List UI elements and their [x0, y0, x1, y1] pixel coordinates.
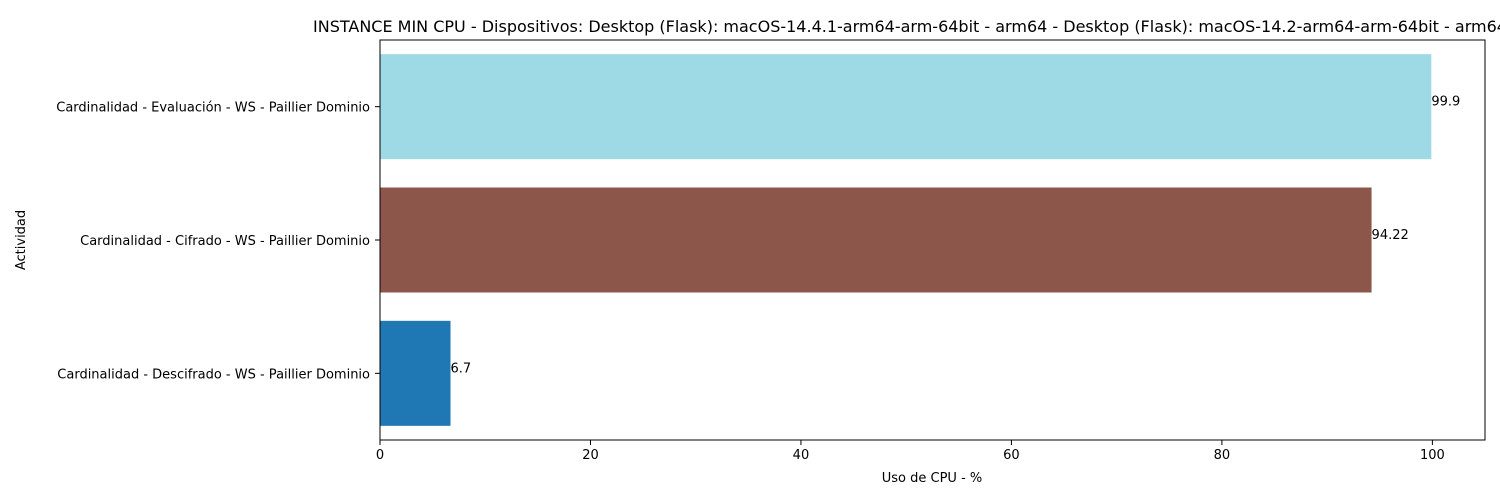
- y-axis: Cardinalidad - Descifrado - WS - Paillie…: [56, 101, 380, 382]
- x-tick-label: 40: [793, 448, 810, 463]
- bar-value-label: 94.22: [1372, 228, 1409, 243]
- x-axis-label: Uso de CPU - %: [882, 471, 983, 486]
- x-tick-label: 60: [1003, 448, 1020, 463]
- x-tick-label: 0: [376, 448, 384, 463]
- x-axis: 0 20 40 60 80 100: [376, 440, 1445, 463]
- y-tick-label: Cardinalidad - Cifrado - WS - Paillier D…: [80, 234, 370, 249]
- y-tick-label: Cardinalidad - Descifrado - WS - Paillie…: [57, 367, 370, 382]
- y-tick-label: Cardinalidad - Evaluación - WS - Paillie…: [56, 101, 370, 116]
- chart-title: INSTANCE MIN CPU - Dispositivos: Desktop…: [313, 17, 1500, 36]
- bar-value-label: 99.9: [1431, 95, 1460, 110]
- bar-3: [380, 54, 1432, 160]
- bar-2: [380, 187, 1372, 293]
- y-axis-label: Actividad: [14, 210, 29, 270]
- bar-1: [380, 320, 451, 426]
- bars-layer: 6.7 94.22 99.9: [380, 54, 1460, 426]
- x-tick-label: 20: [582, 448, 599, 463]
- bar-value-label: 6.7: [451, 361, 472, 376]
- x-tick-label: 100: [1420, 448, 1445, 463]
- x-tick-label: 80: [1214, 448, 1231, 463]
